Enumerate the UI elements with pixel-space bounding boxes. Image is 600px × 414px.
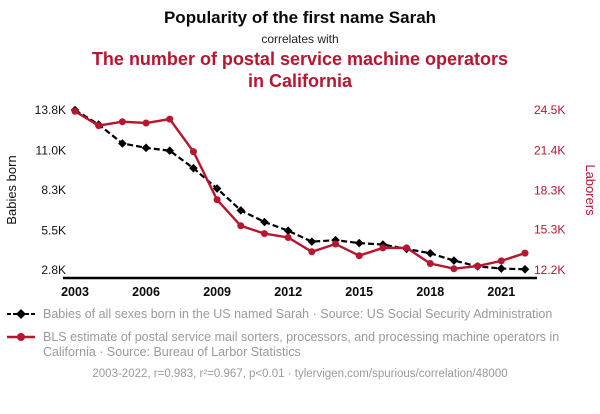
legend-item-babies: Babies of all sexes born in the US named… [6, 307, 588, 323]
legend: Babies of all sexes born in the US named… [0, 305, 600, 361]
svg-text:15.3K: 15.3K [534, 223, 565, 237]
legend-label-laborers: BLS estimate of postal service mail sort… [43, 329, 560, 360]
chart-area: 13.8K 11.0K 8.3K 5.5K 2.8K 24.5K 21.4K 18.3K 15.… [0, 95, 600, 305]
svg-text:18.3K: 18.3K [534, 184, 565, 198]
svg-text:13.8K: 13.8K [35, 103, 66, 117]
svg-text:21.4K: 21.4K [534, 143, 565, 157]
svg-text:2015: 2015 [345, 285, 373, 299]
legend-label-babies: Babies of all sexes born in the US named… [43, 306, 553, 321]
svg-text:2009: 2009 [203, 285, 231, 299]
svg-text:Laborers: Laborers [583, 164, 598, 216]
svg-text:2003: 2003 [61, 285, 89, 299]
svg-text:12.2K: 12.2K [534, 263, 565, 277]
svg-text:24.5K: 24.5K [534, 103, 565, 117]
svg-text:2012: 2012 [274, 285, 302, 299]
svg-text:2.8K: 2.8K [41, 263, 66, 277]
correlates-with-label: correlates with [261, 32, 339, 46]
legend-item-laborers: BLS estimate of postal service mail sort… [6, 330, 588, 361]
line-chart: 13.8K 11.0K 8.3K 5.5K 2.8K 24.5K 21.4K 18.3K 15.… [4, 103, 598, 299]
svg-text:11.0K: 11.0K [36, 144, 66, 158]
svg-text:8.3K: 8.3K [41, 183, 66, 197]
svg-text:2006: 2006 [132, 285, 160, 299]
diamond-marker-icon [7, 308, 35, 319]
svg-text:2018: 2018 [416, 285, 444, 299]
chart-header: Popularity of the first name Sarah corre… [0, 0, 600, 93]
circle-marker-icon [7, 332, 35, 341]
secondary-title: The number of postal service machine ope… [91, 49, 509, 91]
svg-text:5.5K: 5.5K [41, 224, 66, 238]
svg-text:Babies born: Babies born [4, 155, 19, 224]
svg-text:2021: 2021 [487, 285, 515, 299]
stats-and-source-line: 2003-2022, r=0.983, r²=0.967, p<0.01 · t… [92, 367, 508, 380]
primary-title: Popularity of the first name Sarah [163, 8, 437, 27]
